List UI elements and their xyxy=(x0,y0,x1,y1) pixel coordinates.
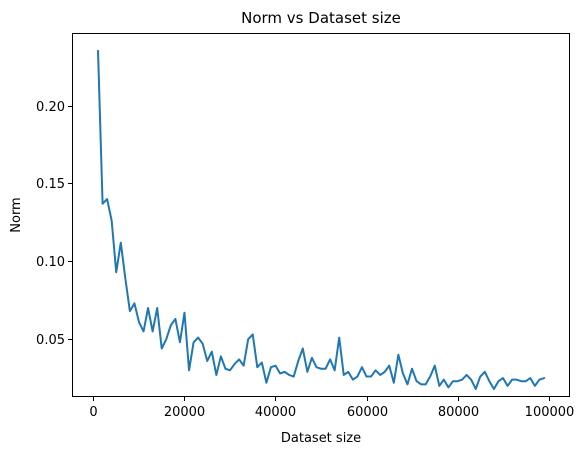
series-line-0 xyxy=(97,50,546,390)
x-axis-label: Dataset size xyxy=(281,431,361,446)
x-axis: 0 20000 40000 60000 80000 100000 xyxy=(89,396,574,420)
x-tick-label: 40000 xyxy=(255,405,296,420)
y-tick-label: 0.15 xyxy=(36,177,65,192)
y-axis: 0.05 0.10 0.15 0.20 xyxy=(36,100,73,348)
x-tick-label: 20000 xyxy=(164,405,205,420)
y-axis-label: Norm xyxy=(9,197,24,232)
y-tick-label: 0.20 xyxy=(36,100,65,115)
y-tick-label: 0.05 xyxy=(36,333,65,348)
x-tick-label: 80000 xyxy=(438,405,479,420)
x-tick-label: 0 xyxy=(89,405,97,420)
plot-frame xyxy=(72,33,570,397)
y-tick-label: 0.10 xyxy=(36,255,65,270)
chart-title: Norm vs Dataset size xyxy=(241,9,401,27)
x-tick-label: 100000 xyxy=(525,405,575,420)
x-tick-label: 60000 xyxy=(347,405,388,420)
plot-area xyxy=(97,50,546,390)
